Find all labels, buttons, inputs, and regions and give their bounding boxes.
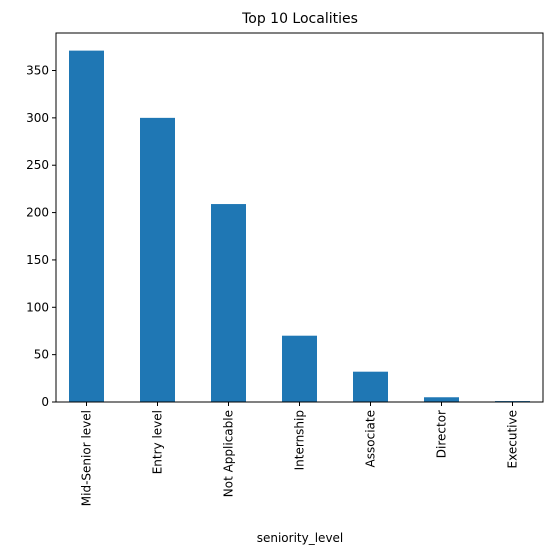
x-tick-label: Executive xyxy=(506,410,520,468)
bar-not-applicable xyxy=(211,204,246,402)
x-tick-label: Internship xyxy=(293,410,307,470)
y-tick-label: 250 xyxy=(26,158,49,172)
y-axis-ticks: 0 50 100 150 200 250 300 350 xyxy=(26,64,56,409)
y-tick-label: 350 xyxy=(26,64,49,78)
bar-internship xyxy=(282,336,317,402)
x-tick-label: Not Applicable xyxy=(222,410,236,497)
y-tick-label: 200 xyxy=(26,206,49,220)
y-tick-label: 0 xyxy=(41,395,49,409)
bars-group xyxy=(69,51,530,402)
bar-director xyxy=(424,397,459,402)
chart-title: Top 10 Localities xyxy=(241,11,358,27)
bar-associate xyxy=(353,372,388,402)
x-tick-label: Mid-Senior level xyxy=(80,410,94,506)
y-tick-label: 150 xyxy=(26,253,49,267)
x-axis-ticks: Mid-Senior level Entry level Not Applicabl… xyxy=(80,402,520,506)
x-tick-label: Associate xyxy=(364,410,378,467)
y-tick-label: 50 xyxy=(34,348,49,362)
bar-mid-senior-level xyxy=(69,51,104,402)
x-tick-label: Director xyxy=(435,410,449,458)
x-axis-label: seniority_level xyxy=(257,531,344,545)
x-tick-label: Entry level xyxy=(151,410,165,474)
bar-entry-level xyxy=(140,118,175,402)
y-tick-label: 300 xyxy=(26,111,49,125)
y-tick-label: 100 xyxy=(26,300,49,314)
